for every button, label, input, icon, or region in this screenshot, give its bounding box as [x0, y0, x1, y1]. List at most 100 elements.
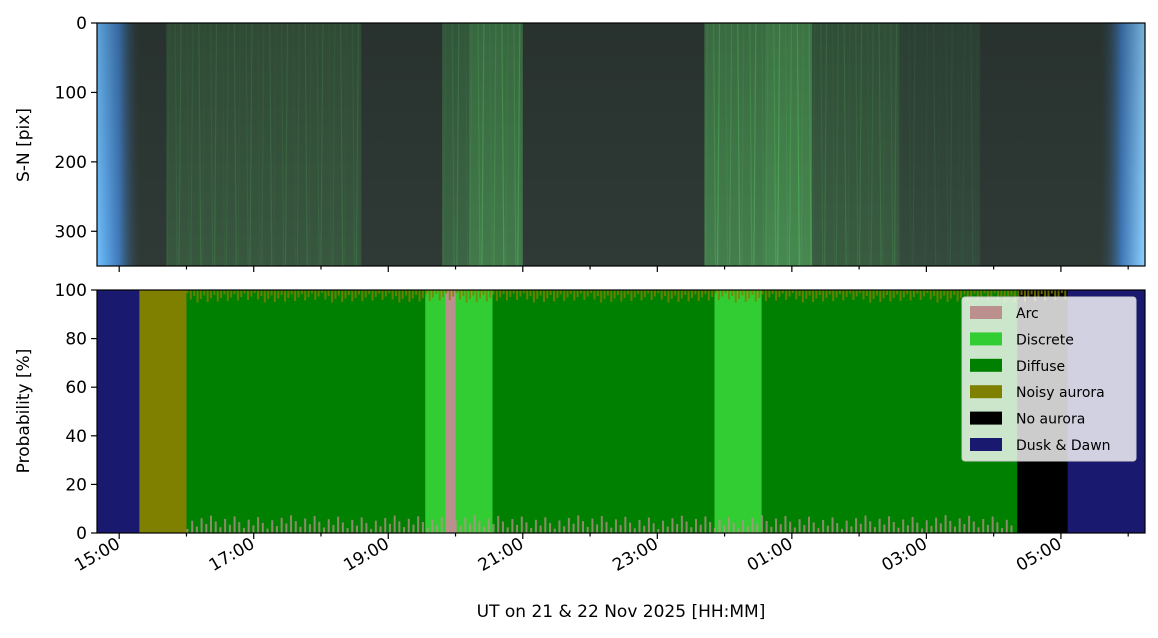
noisy-fringe	[630, 290, 633, 301]
arc-speckle	[968, 515, 971, 533]
noisy-fringe	[394, 290, 397, 296]
arc-speckle	[534, 519, 537, 533]
noisy-fringe	[512, 290, 515, 294]
noisy-fringe	[257, 290, 260, 300]
noisy-fringe	[653, 290, 656, 297]
arc-speckle	[567, 517, 570, 533]
noisy-fringe	[603, 290, 606, 299]
arc-speckle	[831, 517, 834, 533]
legend-label: Dusk & Dawn	[1016, 438, 1111, 454]
noisy-fringe	[539, 290, 542, 296]
arc-speckle	[869, 521, 872, 533]
x-tick-label: 21:00	[475, 534, 527, 576]
noisy-fringe	[690, 290, 693, 298]
x-tick-label: 23:00	[609, 534, 661, 576]
arc-speckle	[958, 518, 961, 533]
arc-speckle	[935, 517, 938, 533]
noisy-fringe	[374, 290, 377, 297]
arc-speckle	[483, 526, 486, 533]
noisy-fringe	[569, 290, 572, 294]
noisy-fringe	[637, 290, 640, 294]
arc-speckle	[445, 522, 448, 533]
noisy-fringe	[351, 290, 354, 302]
noisy-fringe	[980, 290, 983, 297]
noisy-fringe	[781, 290, 784, 294]
noisy-fringe	[815, 290, 818, 299]
noisy-fringe	[993, 290, 996, 293]
arc-speckle	[275, 526, 278, 533]
noisy-fringe	[761, 290, 764, 295]
noisy-fringe	[287, 290, 290, 298]
noisy-fringe	[936, 290, 939, 303]
noisy-fringe	[805, 290, 808, 299]
legend: Arc Discrete Diffuse Noisy aurora No aurora D…	[961, 296, 1137, 462]
arc-speckle	[464, 517, 467, 533]
noisy-fringe	[1030, 290, 1033, 295]
arc-speckle	[280, 517, 283, 533]
noisy-fringe	[838, 290, 841, 294]
arc-speckle	[996, 522, 999, 533]
arc-speckle	[793, 527, 796, 533]
arc-speckle	[530, 528, 533, 533]
legend-swatch	[970, 438, 1002, 451]
arc-speckle	[520, 516, 523, 533]
arc-speckle	[972, 521, 975, 533]
arc-speckle	[883, 524, 886, 533]
noisy-fringe	[324, 290, 327, 300]
arc-speckle	[977, 527, 980, 533]
noisy-fringe	[189, 290, 192, 300]
noisy-fringe	[949, 290, 952, 299]
noisy-fringe	[919, 290, 922, 300]
noisy-fringe	[445, 290, 448, 294]
arc-speckle	[633, 528, 636, 533]
arc-speckle	[949, 520, 952, 533]
noisy-fringe	[532, 290, 535, 303]
legend-swatch	[970, 385, 1002, 399]
noisy-fringe	[203, 290, 206, 296]
legend-swatch	[970, 306, 1002, 319]
arc-speckle	[742, 520, 745, 533]
noisy-fringe	[364, 290, 367, 298]
arc-speckle	[440, 516, 443, 533]
arc-speckle	[426, 527, 429, 533]
arc-speckle	[266, 528, 269, 533]
arc-speckle	[680, 515, 683, 533]
noisy-fringe	[479, 290, 482, 299]
y-tick-label: 0	[76, 524, 87, 544]
noisy-fringe	[966, 290, 969, 301]
noisy-fringe	[822, 290, 825, 302]
noisy-fringe	[771, 290, 774, 294]
noisy-fringe	[855, 290, 858, 297]
noisy-fringe	[354, 290, 357, 298]
noisy-fringe	[243, 290, 246, 294]
noisy-fringe	[684, 290, 687, 295]
noisy-fringe	[731, 290, 734, 296]
noisy-fringe	[916, 290, 919, 294]
noisy-fringe	[845, 290, 848, 297]
noisy-fringe	[462, 290, 465, 296]
noisy-fringe	[600, 290, 603, 303]
arc-speckle	[563, 526, 566, 533]
arc-speckle	[610, 527, 613, 533]
arc-speckle	[308, 524, 311, 533]
noisy-fringe	[1013, 290, 1016, 302]
legend-label: Noisy aurora	[1016, 385, 1105, 401]
arc-speckle	[323, 527, 326, 533]
noisy-fringe	[381, 290, 384, 300]
arc-speckle	[318, 521, 321, 533]
x-tick-label: 01:00	[744, 534, 796, 576]
noisy-fringe	[953, 290, 956, 295]
arc-speckle	[487, 518, 490, 533]
noisy-fringe	[754, 290, 757, 302]
arc-speckle	[214, 521, 217, 533]
arc-speckle	[718, 519, 721, 533]
noisy-fringe	[711, 290, 714, 297]
noisy-fringe	[647, 290, 650, 294]
arc-speckle	[271, 520, 274, 533]
y-tick-label: 0	[76, 14, 87, 34]
noisy-fringe	[956, 290, 959, 302]
noisy-fringe	[1007, 290, 1010, 299]
arc-speckle	[921, 528, 924, 533]
noisy-fringe	[546, 290, 549, 299]
noisy-fringe	[963, 290, 966, 295]
